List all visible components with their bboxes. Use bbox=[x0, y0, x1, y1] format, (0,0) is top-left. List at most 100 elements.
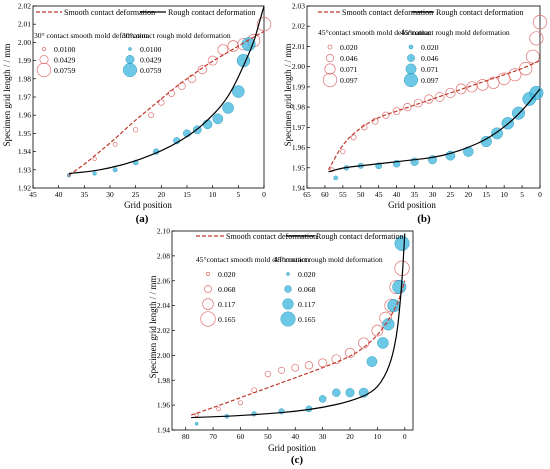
legend-a-rough-value-2: 0.0759 bbox=[140, 66, 162, 75]
rough-marker-a-8 bbox=[202, 119, 213, 130]
rough-marker-b-8 bbox=[463, 146, 474, 157]
xtick-label-a-4: 25 bbox=[132, 190, 140, 199]
smooth-marker-b-4 bbox=[371, 117, 379, 125]
smooth-marker-a-7 bbox=[178, 82, 186, 90]
xtick-label-b-9: 20 bbox=[465, 190, 473, 199]
legend-c-rough-label: Rough contact deformation bbox=[316, 232, 404, 241]
legend-c-rough-marker-0 bbox=[286, 272, 290, 276]
legend-a-rough-marker-1 bbox=[125, 55, 135, 64]
legend-b-rough-title: 45°contact rough mold deformation bbox=[401, 28, 510, 37]
smooth-marker-c-4 bbox=[264, 370, 272, 378]
legend-c-smooth-marker-1 bbox=[204, 285, 212, 293]
smooth-marker-a-6 bbox=[168, 89, 176, 97]
smooth-marker-b-11 bbox=[445, 87, 456, 99]
legend-a-smooth-value-1: 0.0429 bbox=[54, 56, 76, 65]
panel-label-a: (a) bbox=[136, 213, 149, 225]
xlabel-b: Grid position bbox=[388, 200, 436, 210]
legend-b-smooth-marker-3 bbox=[322, 72, 338, 88]
legend-b-smooth-value-3: 0.097 bbox=[340, 76, 358, 85]
legend-c: Smooth contact deformation Rough contact… bbox=[196, 232, 404, 327]
ytick-label-c-2: 1.98 bbox=[157, 376, 170, 385]
legend-c-rough-value-2: 0.117 bbox=[298, 300, 315, 309]
xtick-label-b-13: 0 bbox=[538, 190, 542, 199]
legend-c-smooth-value-0: 0.020 bbox=[218, 270, 236, 279]
legend-c-rough-marker-1 bbox=[284, 285, 292, 293]
rough-marker-b-0 bbox=[333, 175, 338, 181]
xtick-label-c-6: 20 bbox=[346, 432, 354, 441]
legend-c-smooth-label: Smooth contact deformation bbox=[226, 232, 317, 241]
plot-a: 45 40 35 30 25 20 15 10 5 0 1.92 1.93 1.94 1.95 1.96 1.… bbox=[18, 2, 272, 199]
ytick-label-c-1: 1.96 bbox=[157, 401, 170, 410]
xtick-label-a-2: 35 bbox=[81, 190, 89, 199]
legend-b-rough-marker-0 bbox=[408, 44, 414, 50]
ytick-label-c-6: 2.06 bbox=[157, 276, 170, 285]
xtick-label-b-3: 50 bbox=[357, 190, 365, 199]
legend-c-rough-value-0: 0.020 bbox=[298, 270, 316, 279]
ytick-label-a-5: 1.97 bbox=[18, 93, 31, 102]
xtick-label-a-7: 10 bbox=[209, 190, 217, 199]
rough-marker-c-5 bbox=[318, 395, 327, 403]
ytick-label-a-7: 1.99 bbox=[18, 56, 31, 65]
smooth-marker-b-18 bbox=[519, 62, 533, 76]
ytick-label-c-7: 2.08 bbox=[157, 251, 170, 260]
legend-b-smooth-value-2: 0.071 bbox=[340, 65, 358, 74]
smooth-marker-b-1 bbox=[340, 148, 346, 155]
rough-marker-a-2 bbox=[112, 167, 118, 173]
smooth-marker-b-21 bbox=[532, 15, 548, 30]
ytick-label-a-3: 1.95 bbox=[18, 129, 31, 138]
rough-marker-c-14 bbox=[394, 235, 410, 251]
rough-marker-b-7 bbox=[445, 150, 456, 161]
rough-marker-a-1 bbox=[92, 171, 97, 176]
xtick-label-c-7: 10 bbox=[374, 432, 382, 441]
smooth-curve-b bbox=[327, 60, 541, 171]
legend-a-smooth-value-2: 0.0759 bbox=[54, 66, 76, 75]
legend-b-smooth-marker-1 bbox=[326, 54, 334, 62]
ytick-label-b-5: 1.99 bbox=[292, 82, 305, 91]
legend-a-smooth-marker-1 bbox=[39, 54, 49, 65]
ytick-label-b-1: 1.95 bbox=[292, 163, 305, 172]
xtick-label-b-2: 55 bbox=[339, 190, 347, 199]
smooth-marker-b-7 bbox=[403, 102, 412, 112]
smooth-marker-a-8 bbox=[187, 74, 197, 83]
legend-a-rough-value-0: 0.0100 bbox=[140, 45, 162, 54]
legend-a-rough-marker-2 bbox=[122, 63, 137, 78]
legend-c-smooth-value-3: 0.165 bbox=[218, 315, 236, 324]
legend-b-rough-marker-2 bbox=[405, 63, 417, 75]
xtick-label-c-2: 60 bbox=[237, 432, 245, 441]
legend-b-rough-value-0: 0.020 bbox=[421, 43, 439, 52]
rough-marker-c-2 bbox=[251, 411, 257, 417]
xtick-label-a-9: 0 bbox=[262, 190, 266, 199]
smooth-marker-a-5 bbox=[158, 99, 165, 106]
smooth-marker-a-9 bbox=[197, 65, 207, 75]
ytick-label-c-5: 2.04 bbox=[157, 301, 170, 310]
legend-b-smooth-marker-0 bbox=[327, 44, 333, 50]
legend-a-smooth-marker-2 bbox=[36, 62, 52, 78]
panel-c: 80 70 60 50 40 30 20 10 0 1.94 1.96 1.98 2.00 2.02 2.0… bbox=[148, 227, 414, 466]
legend-c-smooth-value-1: 0.068 bbox=[218, 285, 236, 294]
ytick-label-c-0: 1.94 bbox=[157, 426, 170, 435]
legend-c-rough-value-1: 0.068 bbox=[298, 285, 316, 294]
legend-a-smooth-marker-0 bbox=[42, 47, 46, 51]
legend-c-rough-marker-2 bbox=[282, 298, 294, 310]
legend-b: Smooth contact deformation Rough contact… bbox=[318, 8, 524, 88]
smooth-marker-b-5 bbox=[382, 111, 390, 119]
rough-marker-c-6 bbox=[332, 388, 341, 397]
smooth-marker-b-13 bbox=[466, 81, 478, 93]
smooth-marker-b-17 bbox=[508, 68, 522, 82]
rough-marker-c-9 bbox=[366, 356, 378, 367]
legend-b-smooth-value-1: 0.046 bbox=[340, 54, 358, 63]
smooth-marker-a-1 bbox=[92, 156, 97, 162]
smooth-marker-b-9 bbox=[424, 94, 434, 104]
ytick-label-b-7: 2.01 bbox=[292, 42, 305, 51]
legend-a-rough-value-1: 0.0429 bbox=[140, 56, 162, 65]
legend-c-smooth-marker-0 bbox=[206, 272, 210, 276]
legend-a-rough-title: 30°contact rough mold deformation bbox=[122, 31, 231, 40]
legend-b-smooth-marker-2 bbox=[324, 63, 336, 75]
legend-c-smooth-marker-3 bbox=[200, 311, 216, 327]
smooth-marker-c-11 bbox=[358, 337, 370, 349]
xtick-label-c-4: 40 bbox=[291, 432, 299, 441]
legend-c-rough-marker-3 bbox=[280, 311, 296, 327]
xtick-label-b-11: 10 bbox=[500, 190, 508, 199]
xtick-label-b-8: 25 bbox=[447, 190, 455, 199]
xtick-label-a-0: 45 bbox=[29, 190, 37, 199]
